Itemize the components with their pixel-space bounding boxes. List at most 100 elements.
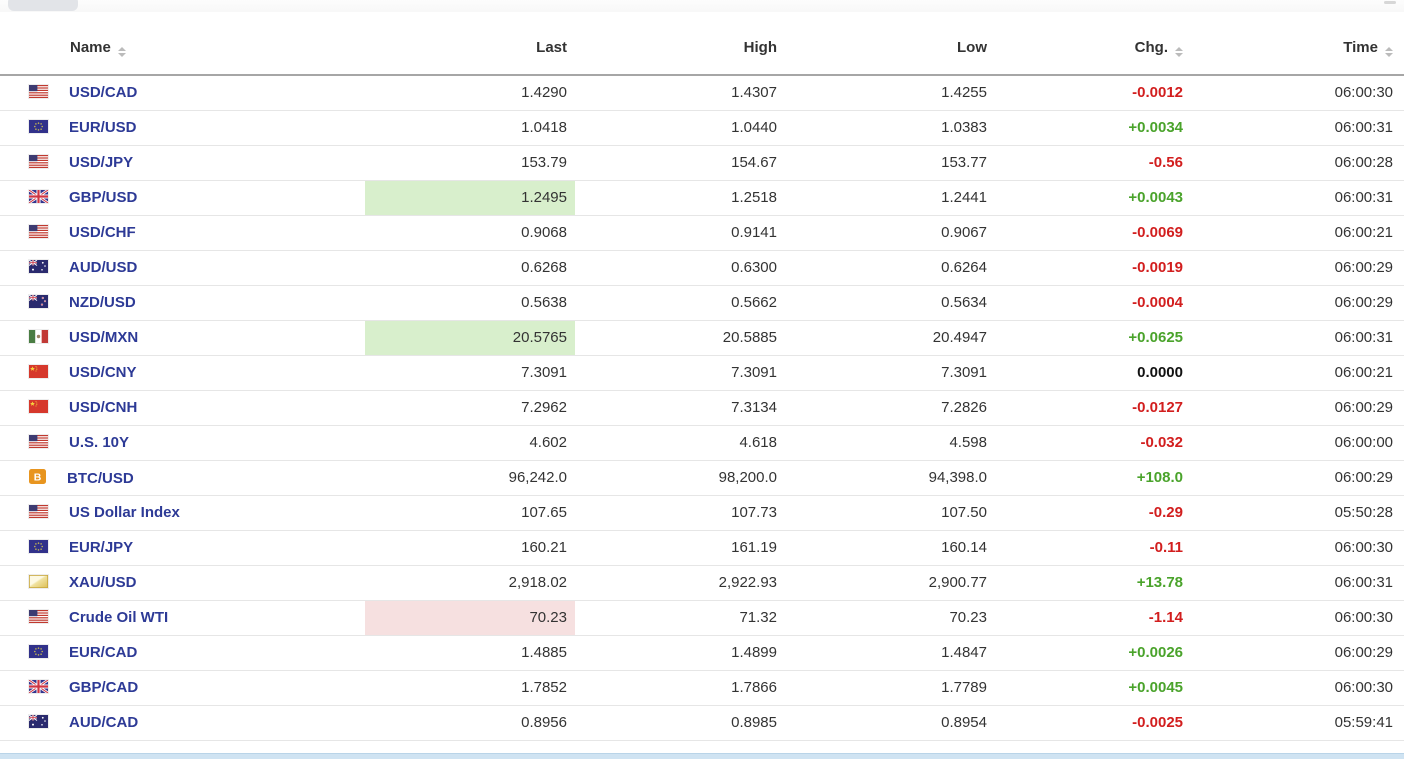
instrument-cell: GBP/USD	[0, 180, 365, 216]
high-cell: 107.73	[575, 495, 785, 531]
time-cell: 06:00:21	[1195, 215, 1404, 251]
column-header-name[interactable]: Name	[0, 12, 365, 76]
chg-cell: +0.0026	[995, 635, 1195, 671]
table-row[interactable]: USD/CAD 1.4290 1.4307 1.4255 -0.0012 06:…	[0, 75, 1404, 111]
instrument-cell: U.S. 10Y	[0, 425, 365, 461]
last-cell: 160.21	[365, 530, 575, 566]
sort-arrows-icon	[1385, 46, 1393, 57]
column-header-time[interactable]: Time	[1195, 12, 1404, 76]
high-cell: 0.9141	[575, 215, 785, 251]
last-cell: 7.2962	[365, 390, 575, 426]
high-cell: 0.5662	[575, 285, 785, 321]
time-cell: 06:00:31	[1195, 320, 1404, 356]
instrument-link[interactable]: USD/CNY	[69, 364, 137, 381]
table-row[interactable]: XAU/USD 2,918.02 2,922.93 2,900.77 +13.7…	[0, 565, 1404, 601]
instrument-link[interactable]: NZD/USD	[69, 294, 136, 311]
instrument-cell: AUD/USD	[0, 250, 365, 286]
us-flag-icon	[29, 155, 48, 168]
low-cell: 94,398.0	[785, 460, 995, 496]
table-row[interactable]: AUD/CAD 0.8956 0.8985 0.8954 -0.0025 05:…	[0, 705, 1404, 741]
instrument-link[interactable]: GBP/USD	[69, 189, 138, 206]
table-row[interactable]: USD/MXN 20.5765 20.5885 20.4947 +0.0625 …	[0, 320, 1404, 356]
table-row[interactable]: EUR/CAD 1.4885 1.4899 1.4847 +0.0026 06:…	[0, 635, 1404, 671]
table-row[interactable]: B BTC/USD 96,242.0 98,200.0 94,398.0 +108…	[0, 460, 1404, 496]
last-cell: 107.65	[365, 495, 575, 531]
table-row[interactable]: USD/CHF 0.9068 0.9141 0.9067 -0.0069 06:…	[0, 215, 1404, 251]
eu-flag-icon	[29, 540, 48, 553]
instrument-link[interactable]: BTC/USD	[67, 469, 134, 487]
table-row[interactable]: U.S. 10Y 4.602 4.618 4.598 -0.032 06:00:…	[0, 425, 1404, 461]
chg-cell: -0.0004	[995, 285, 1195, 321]
chg-cell: +13.78	[995, 565, 1195, 601]
instrument-link[interactable]: EUR/CAD	[69, 644, 138, 661]
instrument-cell: AUD/CAD	[0, 705, 365, 741]
table-row[interactable]: Crude Oil WTI 70.23 71.32 70.23 -1.14 06…	[0, 600, 1404, 636]
table-row[interactable]: EUR/JPY 160.21 161.19 160.14 -0.11 06:00…	[0, 530, 1404, 566]
column-header-last: Last	[365, 12, 575, 76]
top-tab[interactable]	[8, 0, 78, 11]
high-cell: 161.19	[575, 530, 785, 566]
us-flag-icon	[29, 85, 48, 99]
instrument-link[interactable]: USD/CAD	[69, 84, 138, 102]
instrument-cell: US Dollar Index	[0, 495, 365, 531]
instrument-cell: B BTC/USD	[0, 460, 365, 496]
high-cell: 1.0440	[575, 110, 785, 146]
eu-flag-icon	[29, 645, 48, 658]
low-cell: 0.5634	[785, 285, 995, 321]
chg-cell: -0.032	[995, 425, 1195, 461]
table-row[interactable]: GBP/USD 1.2495 1.2518 1.2441 +0.0043 06:…	[0, 180, 1404, 216]
instrument-link[interactable]: AUD/CAD	[69, 714, 139, 731]
chg-cell: 0.0000	[995, 355, 1195, 391]
instrument-link[interactable]: USD/CNH	[69, 399, 138, 416]
table-row[interactable]: GBP/CAD 1.7852 1.7866 1.7789 +0.0045 06:…	[0, 670, 1404, 706]
instrument-link[interactable]: EUR/USD	[69, 119, 137, 136]
instrument-cell: EUR/USD	[0, 110, 365, 146]
low-cell: 1.7789	[785, 670, 995, 706]
column-header-label: Name	[70, 38, 111, 56]
table-row[interactable]: AUD/USD 0.6268 0.6300 0.6264 -0.0019 06:…	[0, 250, 1404, 286]
high-cell: 154.67	[575, 145, 785, 181]
last-cell: 1.0418	[365, 110, 575, 146]
column-header-label: High	[743, 39, 777, 56]
chg-cell: -0.0025	[995, 705, 1195, 741]
instrument-link[interactable]: U.S. 10Y	[69, 434, 130, 451]
instrument-link[interactable]: AUD/USD	[69, 259, 138, 276]
high-cell: 71.32	[575, 600, 785, 636]
scroll-indicator[interactable]	[1384, 1, 1396, 4]
table-row[interactable]: USD/JPY 153.79 154.67 153.77 -0.56 06:00…	[0, 145, 1404, 181]
column-header-chg[interactable]: Chg.	[995, 12, 1195, 76]
low-cell: 1.0383	[785, 110, 995, 146]
low-cell: 160.14	[785, 530, 995, 566]
last-cell: 2,918.02	[365, 565, 575, 601]
instrument-link[interactable]: US Dollar Index	[69, 504, 180, 521]
instrument-link[interactable]: USD/JPY	[69, 154, 134, 171]
table-row[interactable]: NZD/USD 0.5638 0.5662 0.5634 -0.0004 06:…	[0, 285, 1404, 321]
chg-cell: +0.0034	[995, 110, 1195, 146]
last-cell: 0.8956	[365, 705, 575, 741]
time-cell: 06:00:30	[1195, 600, 1404, 636]
sort-arrows-icon	[117, 46, 126, 57]
chg-cell: +0.0043	[995, 180, 1195, 216]
chg-cell: +0.0045	[995, 670, 1195, 706]
table-row[interactable]: USD/CNH 7.2962 7.3134 7.2826 -0.0127 06:…	[0, 390, 1404, 426]
eu-flag-icon	[29, 120, 48, 133]
gb-flag-icon	[29, 680, 48, 693]
instrument-link[interactable]: Crude Oil WTI	[69, 609, 169, 626]
nz-flag-icon	[29, 295, 48, 308]
instrument-link[interactable]: XAU/USD	[69, 574, 137, 591]
low-cell: 0.8954	[785, 705, 995, 741]
time-cell: 06:00:31	[1195, 180, 1404, 216]
table-row[interactable]: USD/CNY 7.3091 7.3091 7.3091 0.0000 06:0…	[0, 355, 1404, 391]
instrument-link[interactable]: EUR/JPY	[69, 539, 134, 556]
chg-cell: +0.0625	[995, 320, 1195, 356]
chg-cell: -0.11	[995, 530, 1195, 566]
instrument-cell: Crude Oil WTI	[0, 600, 365, 636]
table-row[interactable]: US Dollar Index 107.65 107.73 107.50 -0.…	[0, 495, 1404, 531]
high-cell: 1.4899	[575, 635, 785, 671]
instrument-link[interactable]: USD/CHF	[69, 224, 136, 241]
instrument-link[interactable]: GBP/CAD	[69, 679, 139, 696]
table-row[interactable]: EUR/USD 1.0418 1.0440 1.0383 +0.0034 06:…	[0, 110, 1404, 146]
low-cell: 1.4847	[785, 635, 995, 671]
instrument-link[interactable]: USD/MXN	[69, 329, 139, 346]
